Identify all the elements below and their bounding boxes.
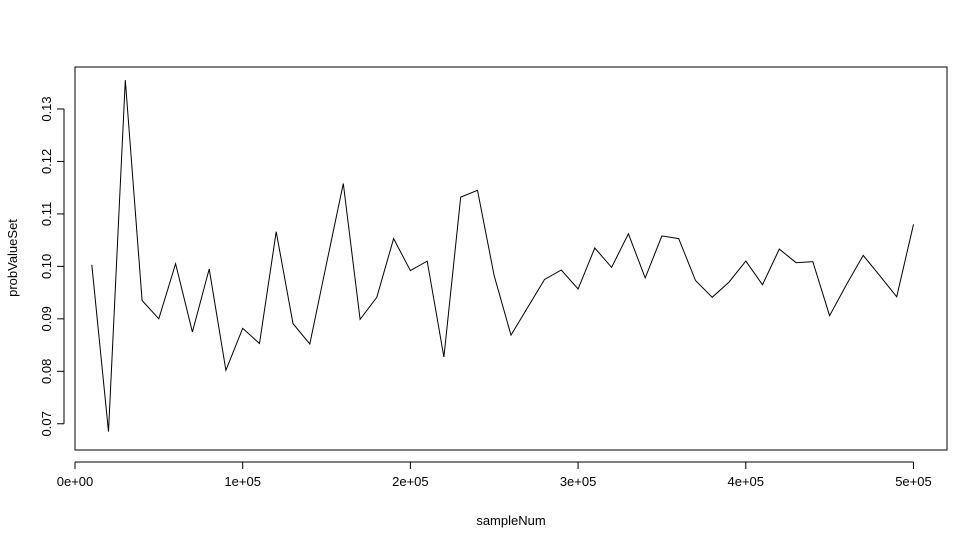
x-axis-ticks: 0e+00 1e+05 2e+05 3e+05 4e+05 5e+05	[57, 462, 932, 489]
y-tick-label: 0.12	[39, 149, 54, 174]
y-axis-label: probValueSet	[5, 219, 20, 297]
y-tick-label: 0.07	[39, 411, 54, 436]
y-tick-label: 0.08	[39, 359, 54, 384]
plot-frame	[74, 66, 948, 451]
y-tick-label: 0.09	[39, 306, 54, 331]
x-axis-label: sampleNum	[476, 513, 545, 528]
data-line	[91, 80, 914, 432]
x-tick-label: 4e+05	[728, 474, 765, 489]
y-tick-label: 0.11	[39, 202, 54, 226]
y-tick-label: 0.13	[39, 96, 54, 121]
x-tick-label: 2e+05	[392, 474, 429, 489]
x-tick-label: 1e+05	[224, 474, 261, 489]
y-tick-label: 0.10	[39, 254, 54, 279]
x-tick-label: 0e+00	[57, 474, 94, 489]
x-tick-label: 5e+05	[895, 474, 932, 489]
y-axis-ticks: 0.07 0.08 0.09 0.10 0.11 0.12 0.13	[39, 96, 64, 436]
x-tick-label: 3e+05	[560, 474, 597, 489]
